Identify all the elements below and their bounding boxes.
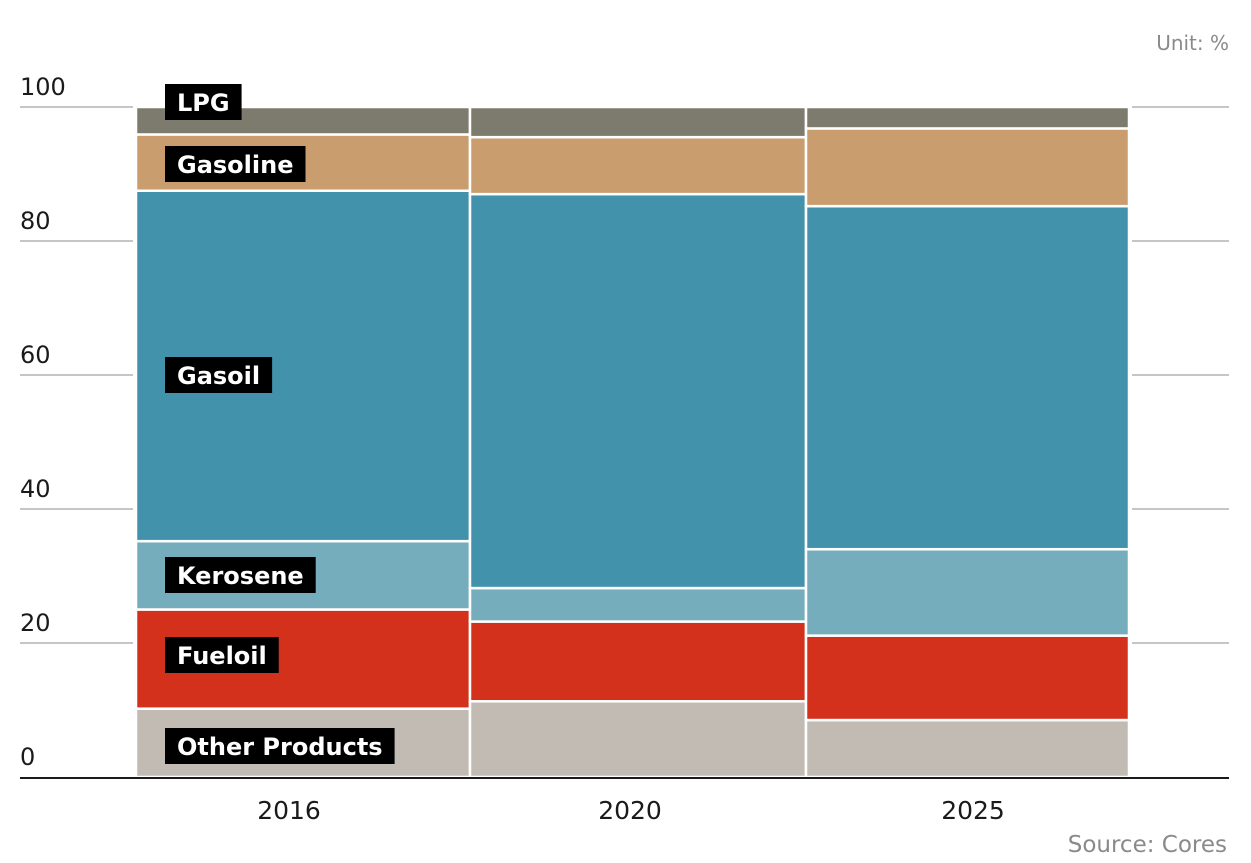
series-label-box [165, 557, 316, 593]
series-label-kerosene: Kerosene [165, 557, 316, 593]
bar-segment-kerosene-2025 [804, 547, 1131, 637]
series-label-box [165, 146, 306, 182]
bar-segment-gasoil-2020 [468, 192, 808, 590]
unit-label: Unit: % [1156, 31, 1229, 55]
x-tick-labels: 2016 2020 2025 [257, 796, 1005, 825]
series-labels: Other Products Fueloil Kerosene Gasoil Gasol… [165, 84, 395, 764]
bars [134, 105, 1131, 779]
bar-segment-gasoline-2020 [468, 135, 808, 196]
y-tick-labels: 0 20 40 60 80 100 [20, 73, 66, 771]
x-tick-label: 2025 [941, 796, 1005, 825]
series-label-box [165, 84, 242, 120]
bar-segment-fueloil-2020 [468, 620, 808, 703]
x-tick-label: 2020 [598, 796, 662, 825]
series-label-gasoil: Gasoil [165, 357, 273, 393]
series-label-fueloil: Fueloil [165, 637, 279, 673]
series-label-text: Gasoil [177, 362, 260, 390]
y-tick-label: 60 [20, 341, 51, 369]
series-label-text: Gasoline [177, 151, 293, 179]
bar-segment-other-products-2020 [468, 700, 808, 779]
y-tick-label: 20 [20, 609, 51, 637]
y-tick-label: 100 [20, 73, 66, 101]
bar-segment-gasoil-2025 [804, 204, 1131, 551]
source-label: Source: Cores [1068, 832, 1227, 858]
series-label-lpg: LPG [165, 84, 242, 120]
series-label-gasoline: Gasoline [165, 146, 306, 182]
series-label-box [165, 637, 279, 673]
bar-segment-gasoline-2025 [804, 127, 1131, 208]
series-label-text: Fueloil [177, 642, 267, 670]
series-label-box [165, 357, 273, 393]
bar-segment-kerosene-2020 [468, 586, 808, 623]
bar-segment-lpg-2025 [804, 105, 1131, 130]
y-tick-label: 80 [20, 207, 51, 235]
y-tick-label: 0 [20, 743, 35, 771]
bar-segment-lpg-2020 [468, 105, 808, 139]
bar-segment-other-products-2025 [804, 718, 1131, 779]
x-tick-label: 2016 [257, 796, 321, 825]
y-tick-label: 40 [20, 475, 51, 503]
series-label-text: Other Products [177, 733, 383, 761]
series-label-other-products: Other Products [165, 728, 395, 764]
gridlines [20, 106, 1229, 644]
bar-segment-fueloil-2025 [804, 634, 1131, 722]
series-label-text: LPG [177, 89, 230, 117]
series-label-text: Kerosene [177, 562, 304, 590]
series-label-box [165, 728, 395, 764]
